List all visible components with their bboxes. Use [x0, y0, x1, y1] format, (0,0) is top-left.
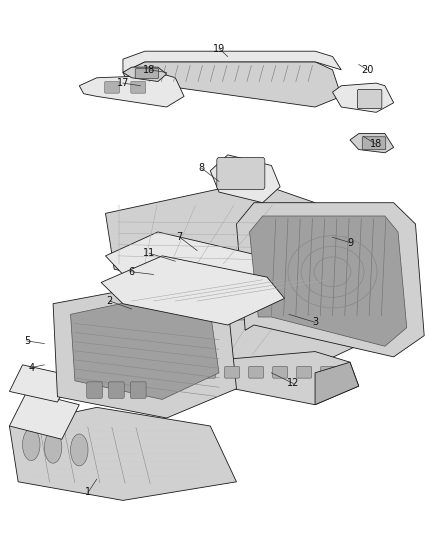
Polygon shape [332, 83, 394, 112]
Polygon shape [79, 75, 184, 107]
Polygon shape [350, 134, 394, 153]
Polygon shape [106, 232, 324, 309]
FancyBboxPatch shape [105, 82, 120, 93]
Text: 12: 12 [287, 378, 300, 389]
Text: 19: 19 [213, 44, 225, 53]
Polygon shape [123, 51, 341, 72]
Polygon shape [237, 203, 424, 357]
Polygon shape [315, 362, 359, 405]
Polygon shape [166, 352, 359, 405]
Polygon shape [123, 67, 166, 82]
FancyBboxPatch shape [297, 367, 311, 378]
Polygon shape [123, 62, 341, 107]
FancyBboxPatch shape [273, 367, 288, 378]
Text: 2: 2 [107, 296, 113, 306]
FancyBboxPatch shape [357, 90, 382, 109]
Polygon shape [250, 216, 407, 346]
FancyBboxPatch shape [201, 367, 215, 378]
Ellipse shape [22, 429, 40, 461]
Ellipse shape [71, 434, 88, 466]
Polygon shape [106, 181, 324, 301]
FancyBboxPatch shape [249, 367, 264, 378]
Polygon shape [10, 391, 79, 439]
Text: 8: 8 [198, 163, 205, 173]
Polygon shape [101, 256, 285, 325]
FancyBboxPatch shape [225, 367, 240, 378]
Polygon shape [123, 232, 367, 386]
Text: 20: 20 [361, 65, 374, 75]
Polygon shape [71, 296, 219, 399]
FancyBboxPatch shape [321, 367, 336, 378]
Text: 17: 17 [117, 78, 129, 88]
FancyBboxPatch shape [217, 158, 265, 189]
Text: 11: 11 [143, 248, 155, 258]
Text: 18: 18 [370, 139, 382, 149]
Text: 18: 18 [143, 65, 155, 75]
Polygon shape [53, 282, 237, 418]
Text: 1: 1 [85, 488, 91, 497]
FancyBboxPatch shape [109, 382, 124, 398]
FancyBboxPatch shape [131, 382, 146, 398]
FancyBboxPatch shape [131, 82, 146, 93]
Text: 7: 7 [177, 232, 183, 243]
Text: 9: 9 [347, 238, 353, 247]
Polygon shape [10, 365, 71, 402]
FancyBboxPatch shape [87, 382, 102, 398]
Ellipse shape [44, 431, 62, 463]
FancyBboxPatch shape [135, 69, 159, 78]
Text: 6: 6 [129, 267, 135, 277]
FancyBboxPatch shape [362, 137, 386, 150]
Text: 5: 5 [24, 336, 30, 346]
Text: 4: 4 [28, 362, 34, 373]
Polygon shape [10, 407, 237, 500]
Text: 3: 3 [312, 317, 318, 327]
Polygon shape [210, 155, 280, 203]
